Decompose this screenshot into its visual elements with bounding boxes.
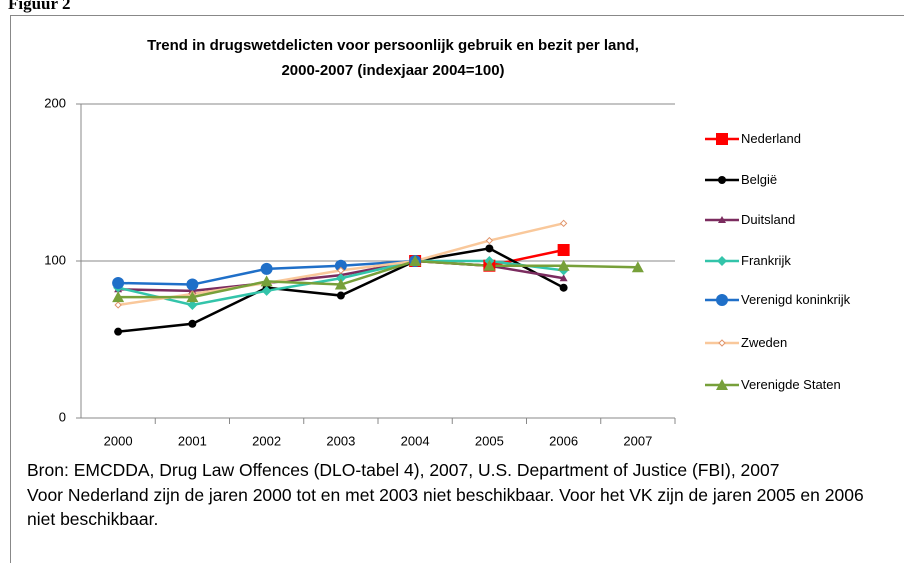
marker bbox=[483, 259, 496, 271]
marker bbox=[409, 255, 422, 266]
legend-item: Nederland bbox=[705, 131, 801, 146]
marker bbox=[717, 256, 727, 266]
marker bbox=[335, 273, 346, 284]
x-tick-label: 2003 bbox=[326, 433, 355, 448]
marker bbox=[559, 283, 568, 292]
marker bbox=[188, 319, 197, 328]
legend-label: Duitsland bbox=[741, 212, 796, 227]
legend-label: Verenigde Staten bbox=[741, 377, 841, 392]
x-tick-label: 2006 bbox=[549, 433, 578, 448]
x-tick-label: 2000 bbox=[104, 433, 133, 448]
marker bbox=[485, 236, 494, 245]
x-tick-label: 2001 bbox=[178, 433, 207, 448]
legend-label-box: Duitsland bbox=[741, 212, 796, 227]
legend-label: Zweden bbox=[741, 335, 788, 350]
legend-item: België bbox=[705, 172, 778, 187]
marker bbox=[631, 261, 644, 273]
figure-label: Figuur 2 bbox=[8, 0, 71, 13]
legend-label: Verenigd koninkrijk bbox=[741, 292, 851, 307]
legend-label: Frankrijk bbox=[741, 253, 791, 268]
marker bbox=[557, 244, 570, 257]
chart-title: Trend in drugswetdelicten voor persoonli… bbox=[147, 37, 639, 54]
legend-item: Zweden bbox=[705, 335, 788, 350]
legend-label-box: Zweden bbox=[741, 335, 788, 350]
marker bbox=[261, 285, 272, 296]
y-tick-label: 100 bbox=[44, 252, 66, 267]
legend-item: Duitsland bbox=[705, 212, 796, 227]
legend-item: Verenigde Staten bbox=[705, 377, 841, 392]
legend-label-box: Verenigde Staten bbox=[741, 377, 841, 392]
marker bbox=[112, 276, 125, 289]
legend-label: Nederland bbox=[741, 131, 801, 146]
marker bbox=[559, 274, 568, 282]
x-tick-label: 2007 bbox=[623, 433, 652, 448]
legend-label: België bbox=[741, 172, 778, 187]
marker bbox=[260, 275, 273, 287]
x-tick-label: 2004 bbox=[401, 433, 430, 448]
marker bbox=[336, 291, 345, 300]
footnote: Bron: EMCDDA, Drug Law Offences (DLO-tab… bbox=[27, 458, 877, 532]
marker bbox=[718, 339, 726, 347]
legend-label-box: Frankrijk bbox=[741, 253, 791, 268]
marker bbox=[716, 379, 728, 390]
marker bbox=[114, 327, 123, 336]
marker bbox=[559, 219, 568, 228]
frame bbox=[10, 15, 904, 563]
marker bbox=[186, 291, 199, 303]
marker bbox=[718, 176, 726, 184]
marker bbox=[187, 299, 198, 310]
chart-title: 2000-2007 (indexjaar 2004=100) bbox=[281, 62, 504, 79]
marker bbox=[334, 278, 347, 290]
y-tick-label: 0 bbox=[59, 409, 66, 424]
marker bbox=[334, 259, 347, 272]
marker bbox=[557, 259, 570, 271]
legend-label-box: Verenigd koninkrijk bbox=[741, 292, 851, 307]
marker bbox=[716, 294, 728, 306]
marker bbox=[186, 278, 199, 291]
marker bbox=[114, 301, 122, 309]
marker bbox=[337, 266, 345, 275]
marker bbox=[718, 216, 726, 223]
legend-item: Frankrijk bbox=[705, 253, 791, 268]
legend-item: Verenigd koninkrijk bbox=[705, 292, 851, 307]
marker bbox=[260, 262, 273, 275]
y-tick-label: 200 bbox=[44, 95, 66, 110]
x-tick-label: 2005 bbox=[475, 433, 504, 448]
marker bbox=[485, 244, 494, 253]
x-tick-label: 2002 bbox=[252, 433, 281, 448]
note: Voor Nederland zijn de jaren 2000 tot en… bbox=[27, 484, 864, 530]
series-line bbox=[118, 259, 638, 299]
legend-label-box: België bbox=[741, 172, 778, 187]
source: Bron: EMCDDA, Drug Law Offences (DLO-tab… bbox=[27, 460, 780, 480]
marker bbox=[112, 291, 125, 303]
legend-label-box: Nederland bbox=[741, 131, 801, 146]
marker bbox=[716, 133, 728, 145]
